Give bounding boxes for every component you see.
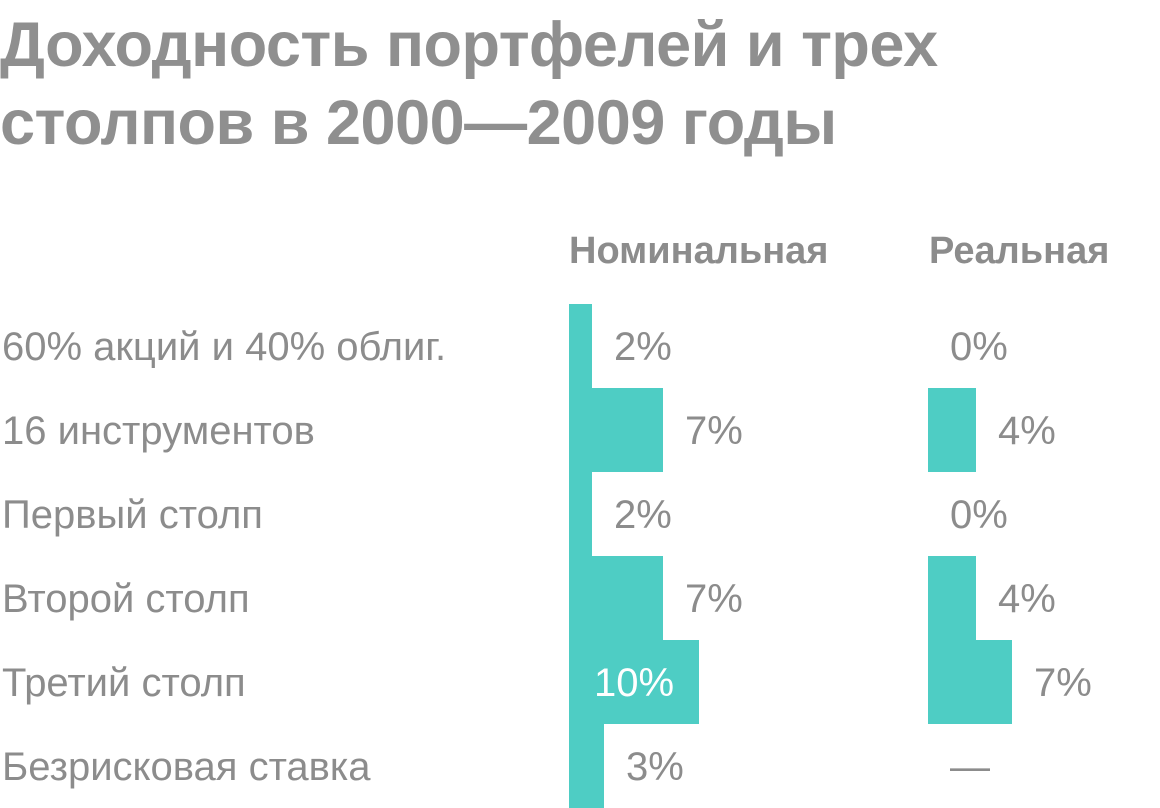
bar-real [928, 556, 976, 640]
data-label: 7% [1034, 661, 1092, 705]
data-label: 2% [614, 325, 672, 369]
chart-title: Доходность портфелей и трех столпов в 20… [0, 6, 1100, 162]
category-label: 60% акций и 40% облиг. [2, 325, 446, 369]
data-label: 0% [950, 325, 1008, 369]
data-label: 10% [594, 661, 674, 705]
legend-label-0: Номинальная [569, 230, 828, 272]
category-label: Третий столп [2, 661, 246, 705]
data-label: 4% [998, 409, 1056, 453]
data-label: 7% [685, 577, 743, 621]
bar-real [928, 388, 976, 472]
data-label: 0% [950, 493, 1008, 537]
category-label: 16 инструментов [2, 409, 315, 453]
data-label: 3% [626, 745, 684, 789]
data-label: 7% [685, 409, 743, 453]
bar-nominal [569, 472, 592, 556]
bar-real [928, 640, 1012, 724]
bar-nominal [569, 556, 663, 640]
bar-nominal [569, 640, 699, 724]
legend-label-1: Реальная [929, 230, 1109, 272]
category-label: Безрисковая ставка [2, 745, 371, 789]
data-label: 4% [998, 577, 1056, 621]
bar-nominal [569, 724, 604, 808]
category-label: Первый столп [2, 493, 263, 537]
bar-nominal [569, 388, 663, 472]
chart-title-line-1: Доходность портфелей и трех [0, 10, 938, 80]
data-label: 2% [614, 493, 672, 537]
data-label: — [950, 745, 990, 789]
category-label: Второй столп [2, 577, 250, 621]
bar-nominal [569, 304, 592, 388]
chart-title-line-2: столпов в 2000—2009 годы [0, 88, 837, 158]
